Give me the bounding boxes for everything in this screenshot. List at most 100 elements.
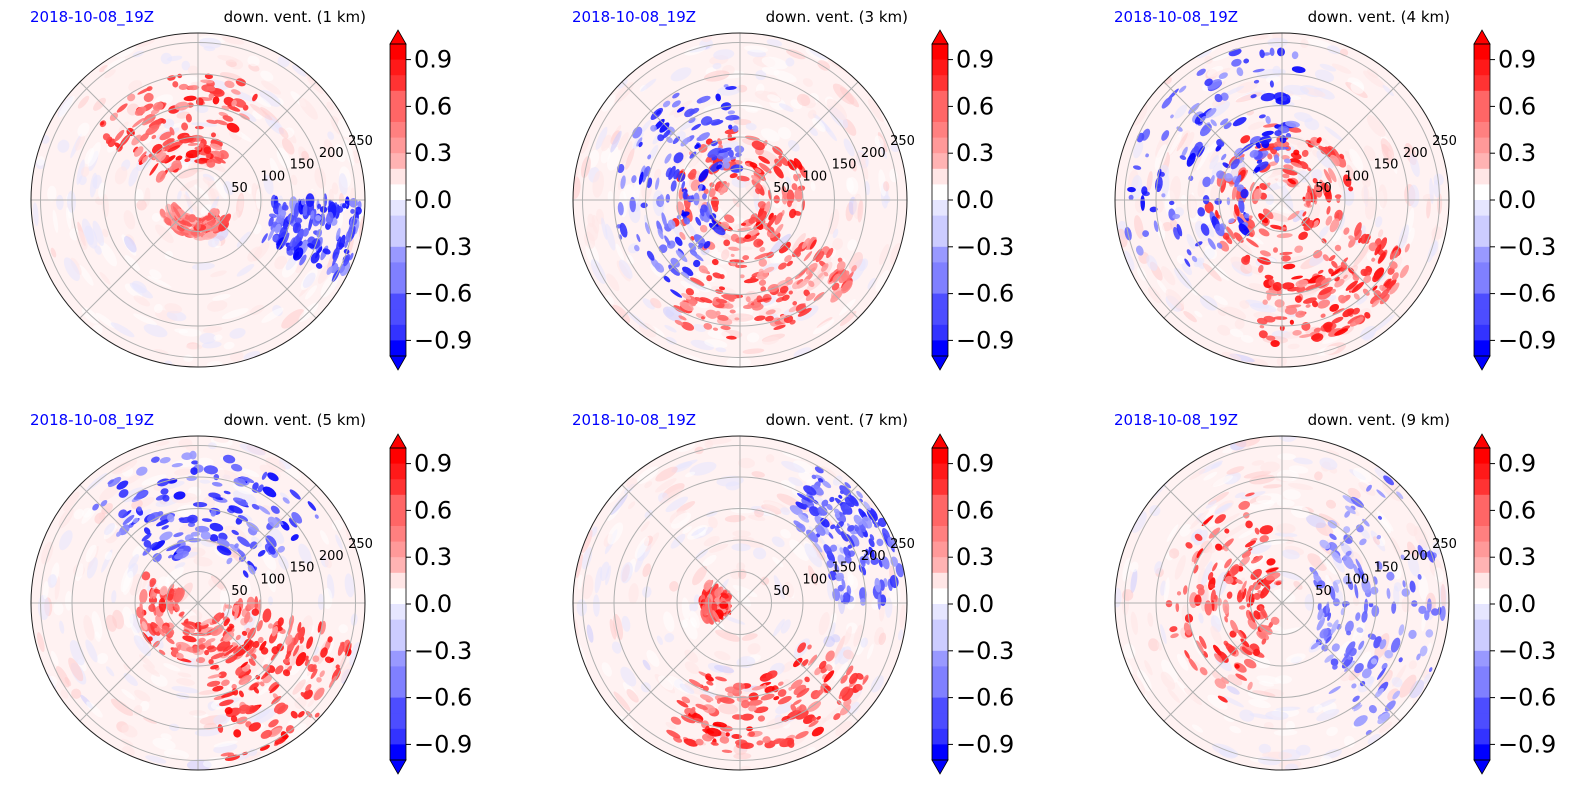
field-cell: [1212, 51, 1233, 62]
field-cell: [153, 303, 163, 314]
field-cell: [1398, 674, 1417, 698]
field-cell: [1243, 470, 1272, 479]
ring-label: 50: [773, 181, 790, 196]
field-cell: [1297, 170, 1310, 183]
field-cell: [774, 223, 784, 236]
field-cell: [1316, 150, 1335, 169]
field-cell: [310, 668, 318, 680]
field-cell: [111, 590, 117, 604]
field-cell: [249, 103, 273, 121]
field-cell: [176, 678, 195, 686]
field-cell: [1231, 185, 1237, 201]
field-cell: [1343, 274, 1348, 279]
field-cell: [1408, 660, 1417, 670]
field-cell: [1352, 307, 1360, 315]
field-cell: [1363, 275, 1372, 284]
field-cell: [178, 611, 185, 617]
colorbar-level: [932, 90, 948, 107]
field-cell: [862, 676, 869, 685]
field-cell: [1284, 306, 1298, 315]
field-cell: [1210, 625, 1223, 646]
field-cell: [788, 476, 803, 487]
field-cell: [1252, 690, 1276, 697]
field-cell: [1240, 638, 1250, 648]
field-cell: [1396, 491, 1404, 500]
field-cell: [1201, 515, 1214, 527]
field-cell: [1269, 47, 1275, 56]
colorbar-tick-label: 0.0: [414, 186, 452, 214]
field-cell: [798, 267, 808, 276]
field-cell: [1140, 195, 1146, 211]
field-cell: [1357, 676, 1374, 693]
field-cell: [1317, 269, 1324, 274]
field-cell: [751, 174, 761, 183]
field-cell: [123, 663, 131, 671]
field-cell: [1181, 146, 1188, 158]
field-cell: [115, 517, 125, 526]
field-cell: [207, 300, 228, 312]
field-cell: [1221, 351, 1242, 362]
field-cell: [844, 625, 852, 646]
field-cell: [1371, 257, 1376, 262]
field-cell: [681, 714, 696, 724]
field-cell: [612, 304, 631, 324]
field-cell: [1276, 499, 1295, 508]
field-cell: [1248, 584, 1255, 592]
field-cell: [1183, 585, 1188, 595]
colorbar-level: [932, 541, 948, 558]
colorbar-level: [1474, 137, 1490, 154]
field-cell: [846, 665, 854, 676]
field-cell: [849, 495, 859, 505]
field-cell: [743, 304, 754, 310]
field-cell: [1368, 602, 1374, 608]
field-cell: [1224, 173, 1233, 182]
field-cell: [1288, 483, 1314, 490]
field-cell: [1431, 226, 1444, 240]
field-cell: [298, 240, 303, 247]
field-cell: [1174, 555, 1186, 580]
field-cell: [252, 241, 270, 262]
field-cell: [201, 341, 222, 349]
field-cell: [1381, 662, 1388, 670]
field-cell: [835, 572, 844, 580]
field-cell: [726, 335, 737, 340]
colorbar-level: [1474, 682, 1490, 699]
field-cell: [1332, 308, 1345, 315]
field-cell: [773, 575, 785, 600]
field-cell: [1391, 677, 1403, 688]
field-cell: [783, 679, 792, 688]
colorbar-tick-label: −0.3: [1498, 233, 1556, 261]
field-cell: [156, 626, 166, 637]
field-cell: [747, 699, 763, 707]
field-cell: [172, 587, 180, 602]
field-cell: [581, 574, 594, 600]
field-cell: [276, 704, 289, 715]
field-cell: [243, 350, 261, 361]
colorbar-tick-label: 0.3: [1498, 139, 1536, 167]
field-cell: [173, 491, 186, 500]
field-cell: [767, 226, 775, 234]
field-cell: [817, 272, 824, 280]
field-cell: [823, 685, 832, 694]
field-cell: [1312, 178, 1318, 184]
field-cell: [94, 245, 102, 255]
field-cell: [304, 285, 318, 300]
field-cell: [806, 529, 819, 543]
field-cell: [42, 581, 49, 600]
field-cell: [1319, 63, 1337, 72]
field-cell: [723, 214, 735, 224]
field-cell: [104, 522, 115, 536]
field-cell: [1282, 173, 1290, 179]
field-cell: [1222, 232, 1230, 240]
field-cell: [233, 729, 242, 738]
field-cell: [815, 524, 826, 536]
field-cell: [1351, 683, 1357, 689]
field-cell: [744, 45, 769, 53]
colorbar-tick-label: 0.3: [956, 543, 994, 571]
colorbar-tick-label: −0.9: [956, 730, 1014, 758]
field-cell: [118, 509, 128, 519]
field-cell: [268, 213, 277, 218]
field-cell: [92, 220, 105, 246]
field-cell: [1206, 224, 1215, 238]
field-cell: [1340, 607, 1345, 616]
